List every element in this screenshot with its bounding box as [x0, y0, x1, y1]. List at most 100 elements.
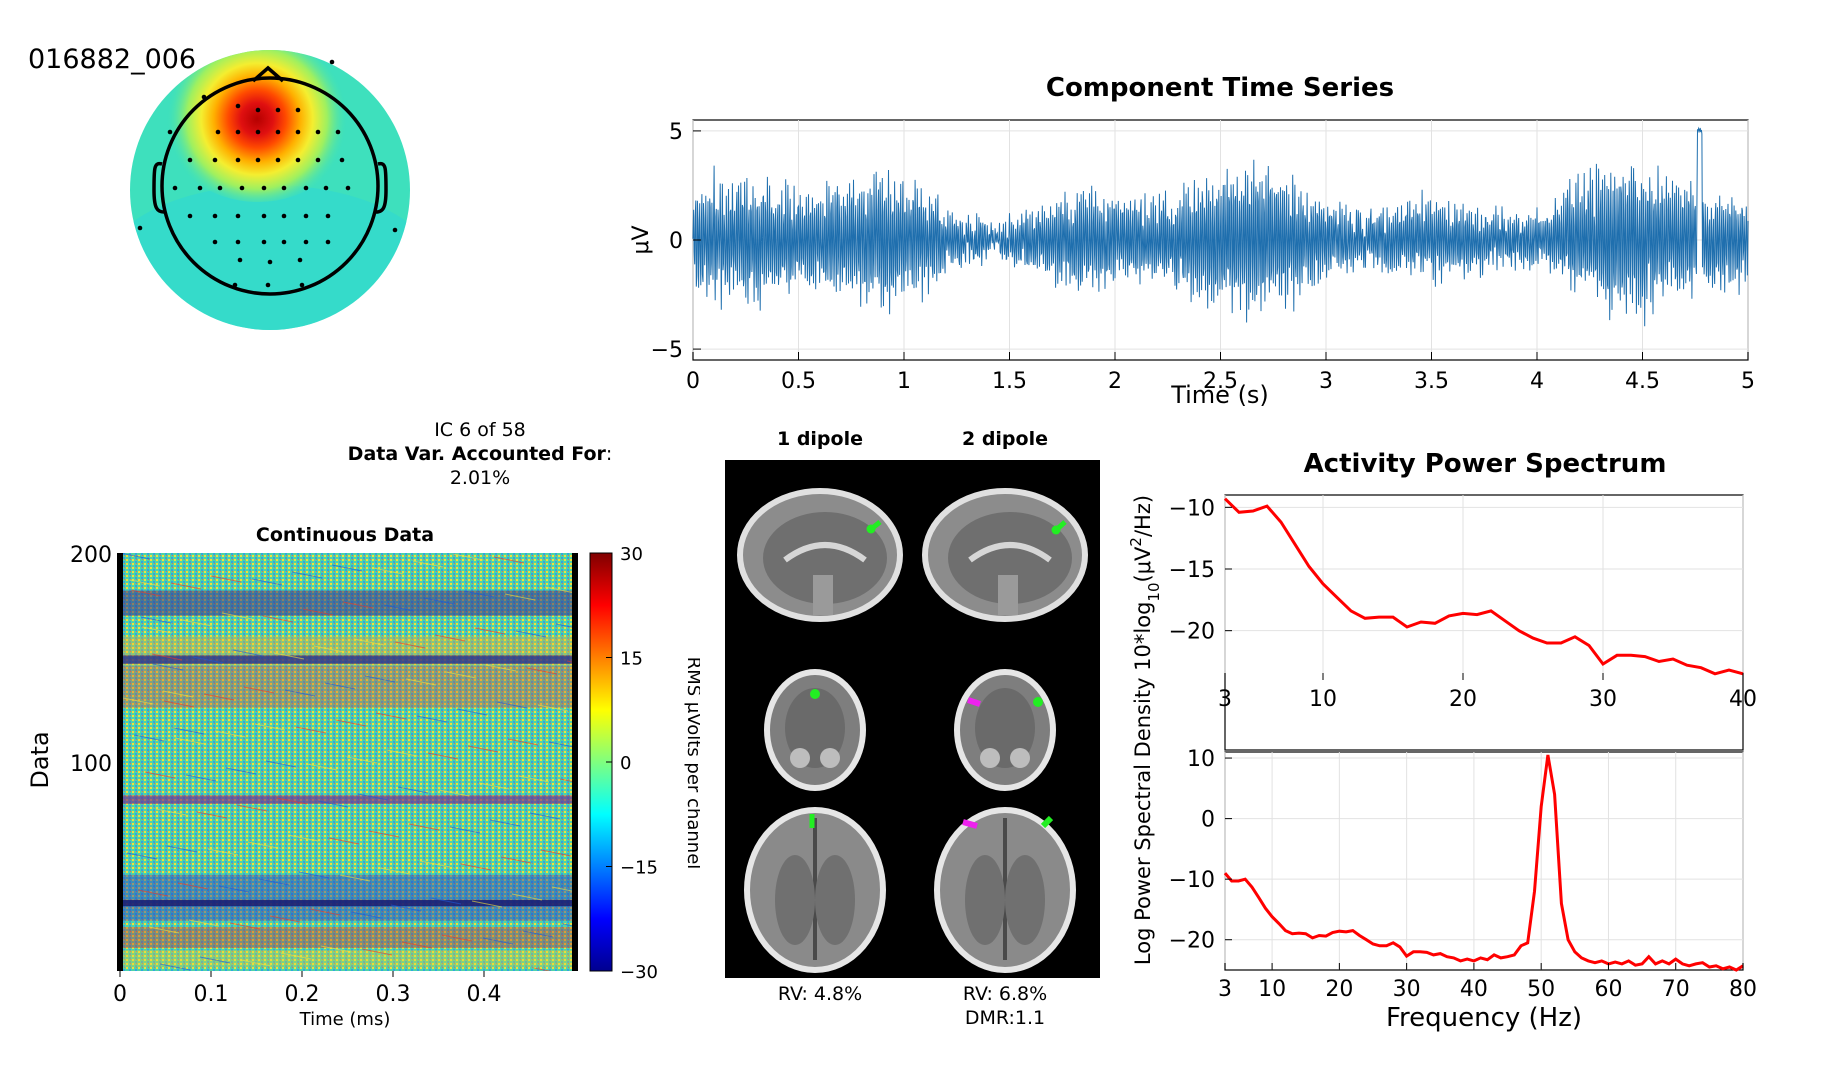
heatmap-texture: [177, 882, 209, 890]
heatmap-texture: [280, 952, 312, 960]
heatmap-texture: [364, 675, 396, 683]
heatmap-texture: [489, 819, 521, 827]
axial-slice-1: [744, 807, 886, 973]
electrode-dot: [197, 185, 203, 191]
spectrum-top-xtick-label: 30: [1589, 687, 1617, 712]
electrode-dot: [212, 213, 218, 219]
heatmap-texture: [357, 793, 389, 801]
heatmap-texture: [339, 874, 371, 882]
heatmap-texture: [265, 760, 297, 768]
electrode-dot: [217, 185, 223, 191]
dataset-id-label: 016882_006: [28, 44, 197, 75]
colorbar-tick-label: 30: [620, 544, 643, 565]
sagittal-slice-1: [737, 488, 903, 622]
heatmap-texture: [122, 697, 154, 705]
colorbar-label: RMS μVolts per channel: [683, 657, 700, 870]
electrode-dot: [235, 103, 241, 109]
heatmap-texture: [408, 823, 440, 831]
electrode-dot: [239, 185, 245, 191]
heatmap-texture: [210, 575, 242, 583]
heatmap-texture: [196, 811, 228, 819]
nose-outline: [251, 65, 285, 83]
heatmap-texture: [504, 593, 536, 601]
heatmap-texture: [375, 712, 407, 720]
heatmap-xtick-label: 0.2: [285, 982, 320, 1007]
electrode-dot: [281, 185, 287, 191]
electrode-dot: [275, 157, 281, 163]
heatmap-texture: [188, 919, 220, 927]
heatmap-texture: [320, 945, 352, 953]
heatmap-texture: [394, 641, 426, 649]
heatmap-texture: [155, 808, 187, 816]
time-series-xtick-label: 0: [686, 369, 700, 394]
heatmap-texture: [518, 775, 550, 783]
heatmap-texture: [309, 908, 341, 916]
heatmap-band: [120, 899, 575, 907]
heatmap-texture: [192, 656, 224, 664]
electrode-dot: [255, 129, 261, 135]
electrode-dot: [235, 213, 241, 219]
spectrum-bottom-ytick-label: 0: [1201, 808, 1215, 833]
heatmap-texture: [342, 601, 374, 609]
heatmap-texture: [214, 730, 246, 738]
heatmap-texture: [284, 689, 316, 697]
spectrum-top-ytick-label: −20: [1169, 620, 1215, 645]
electrode-dot: [201, 94, 207, 100]
heatmap-texture: [438, 789, 470, 797]
electrode-dot: [303, 185, 309, 191]
heatmap-texture: [152, 663, 184, 671]
heatmap-texture: [203, 693, 235, 701]
left-ear-outline: [152, 161, 165, 214]
electrode-dots: [137, 59, 398, 288]
electrode-dot: [281, 213, 287, 219]
time-series-ytick-label: 0: [669, 229, 683, 254]
electrode-dot: [295, 129, 301, 135]
heatmap-texture: [372, 567, 404, 575]
spectrum-bottom-xtick-label: 30: [1393, 977, 1421, 1002]
heatmap-texture: [445, 671, 477, 679]
colorbar-tick-label: 0: [620, 753, 631, 774]
heatmap-texture: [287, 834, 319, 842]
coronal-slice-1: [764, 669, 866, 791]
heatmap-texture: [236, 804, 268, 812]
heatmap-texture: [456, 708, 488, 716]
heatmap-texture: [163, 700, 195, 708]
heatmap-texture: [485, 664, 517, 672]
continuous-data-stripes: [120, 553, 575, 971]
heatmap-texture: [120, 553, 151, 560]
colorbar-tick-label: −15: [620, 858, 658, 879]
time-series-chart: Component Time Series 0 0.5 1 1.5 2 2.5 3 3.5 4 4…: [629, 73, 1755, 409]
time-series-xlabel: Time (s): [1170, 381, 1269, 409]
variance-value: 2.01%: [449, 467, 511, 489]
continuous-data-xlabel: Time (ms): [299, 1009, 391, 1030]
electrode-dot: [325, 213, 331, 219]
heatmap-texture: [562, 923, 575, 927]
time-series-xtick-label: 2.5: [1203, 369, 1238, 394]
heatmap-texture: [537, 704, 569, 712]
dipole-mri-panel: [725, 460, 1100, 978]
heatmap-texture: [151, 653, 183, 661]
continuous-data-chart: Continuous Data 0 0.1 0.2 0.3 0.4 200 100 Time…: [26, 524, 700, 1030]
heatmap-texture: [174, 737, 206, 745]
spectrum-top-xtick-label: 3: [1218, 687, 1232, 712]
time-series-ylabel: μV: [629, 225, 654, 254]
heatmap-band: [120, 795, 575, 804]
heatmap-texture: [166, 845, 198, 853]
electrode-dot: [323, 185, 329, 191]
spectrum-bottom-xtick-label: 60: [1594, 977, 1622, 1002]
electrode-dot: [212, 157, 218, 163]
spectrum-top-ytick-label: −15: [1169, 558, 1215, 583]
spectrum-top-ytick-label: −10: [1169, 496, 1215, 521]
heatmap-texture: [291, 571, 323, 579]
electrode-dot: [315, 157, 321, 163]
variance-colon: :: [605, 443, 613, 465]
colorbar-tick-label: 15: [620, 649, 643, 670]
heatmap-band: [120, 927, 575, 949]
electrode-dot: [187, 213, 193, 219]
spectrum-bottom-xtick-label: 70: [1662, 977, 1690, 1002]
electrode-dot: [345, 185, 351, 191]
heatmap-texture: [218, 885, 250, 893]
electrode-dot: [215, 129, 221, 135]
electrode-dot: [335, 129, 341, 135]
heatmap-texture: [379, 867, 411, 875]
